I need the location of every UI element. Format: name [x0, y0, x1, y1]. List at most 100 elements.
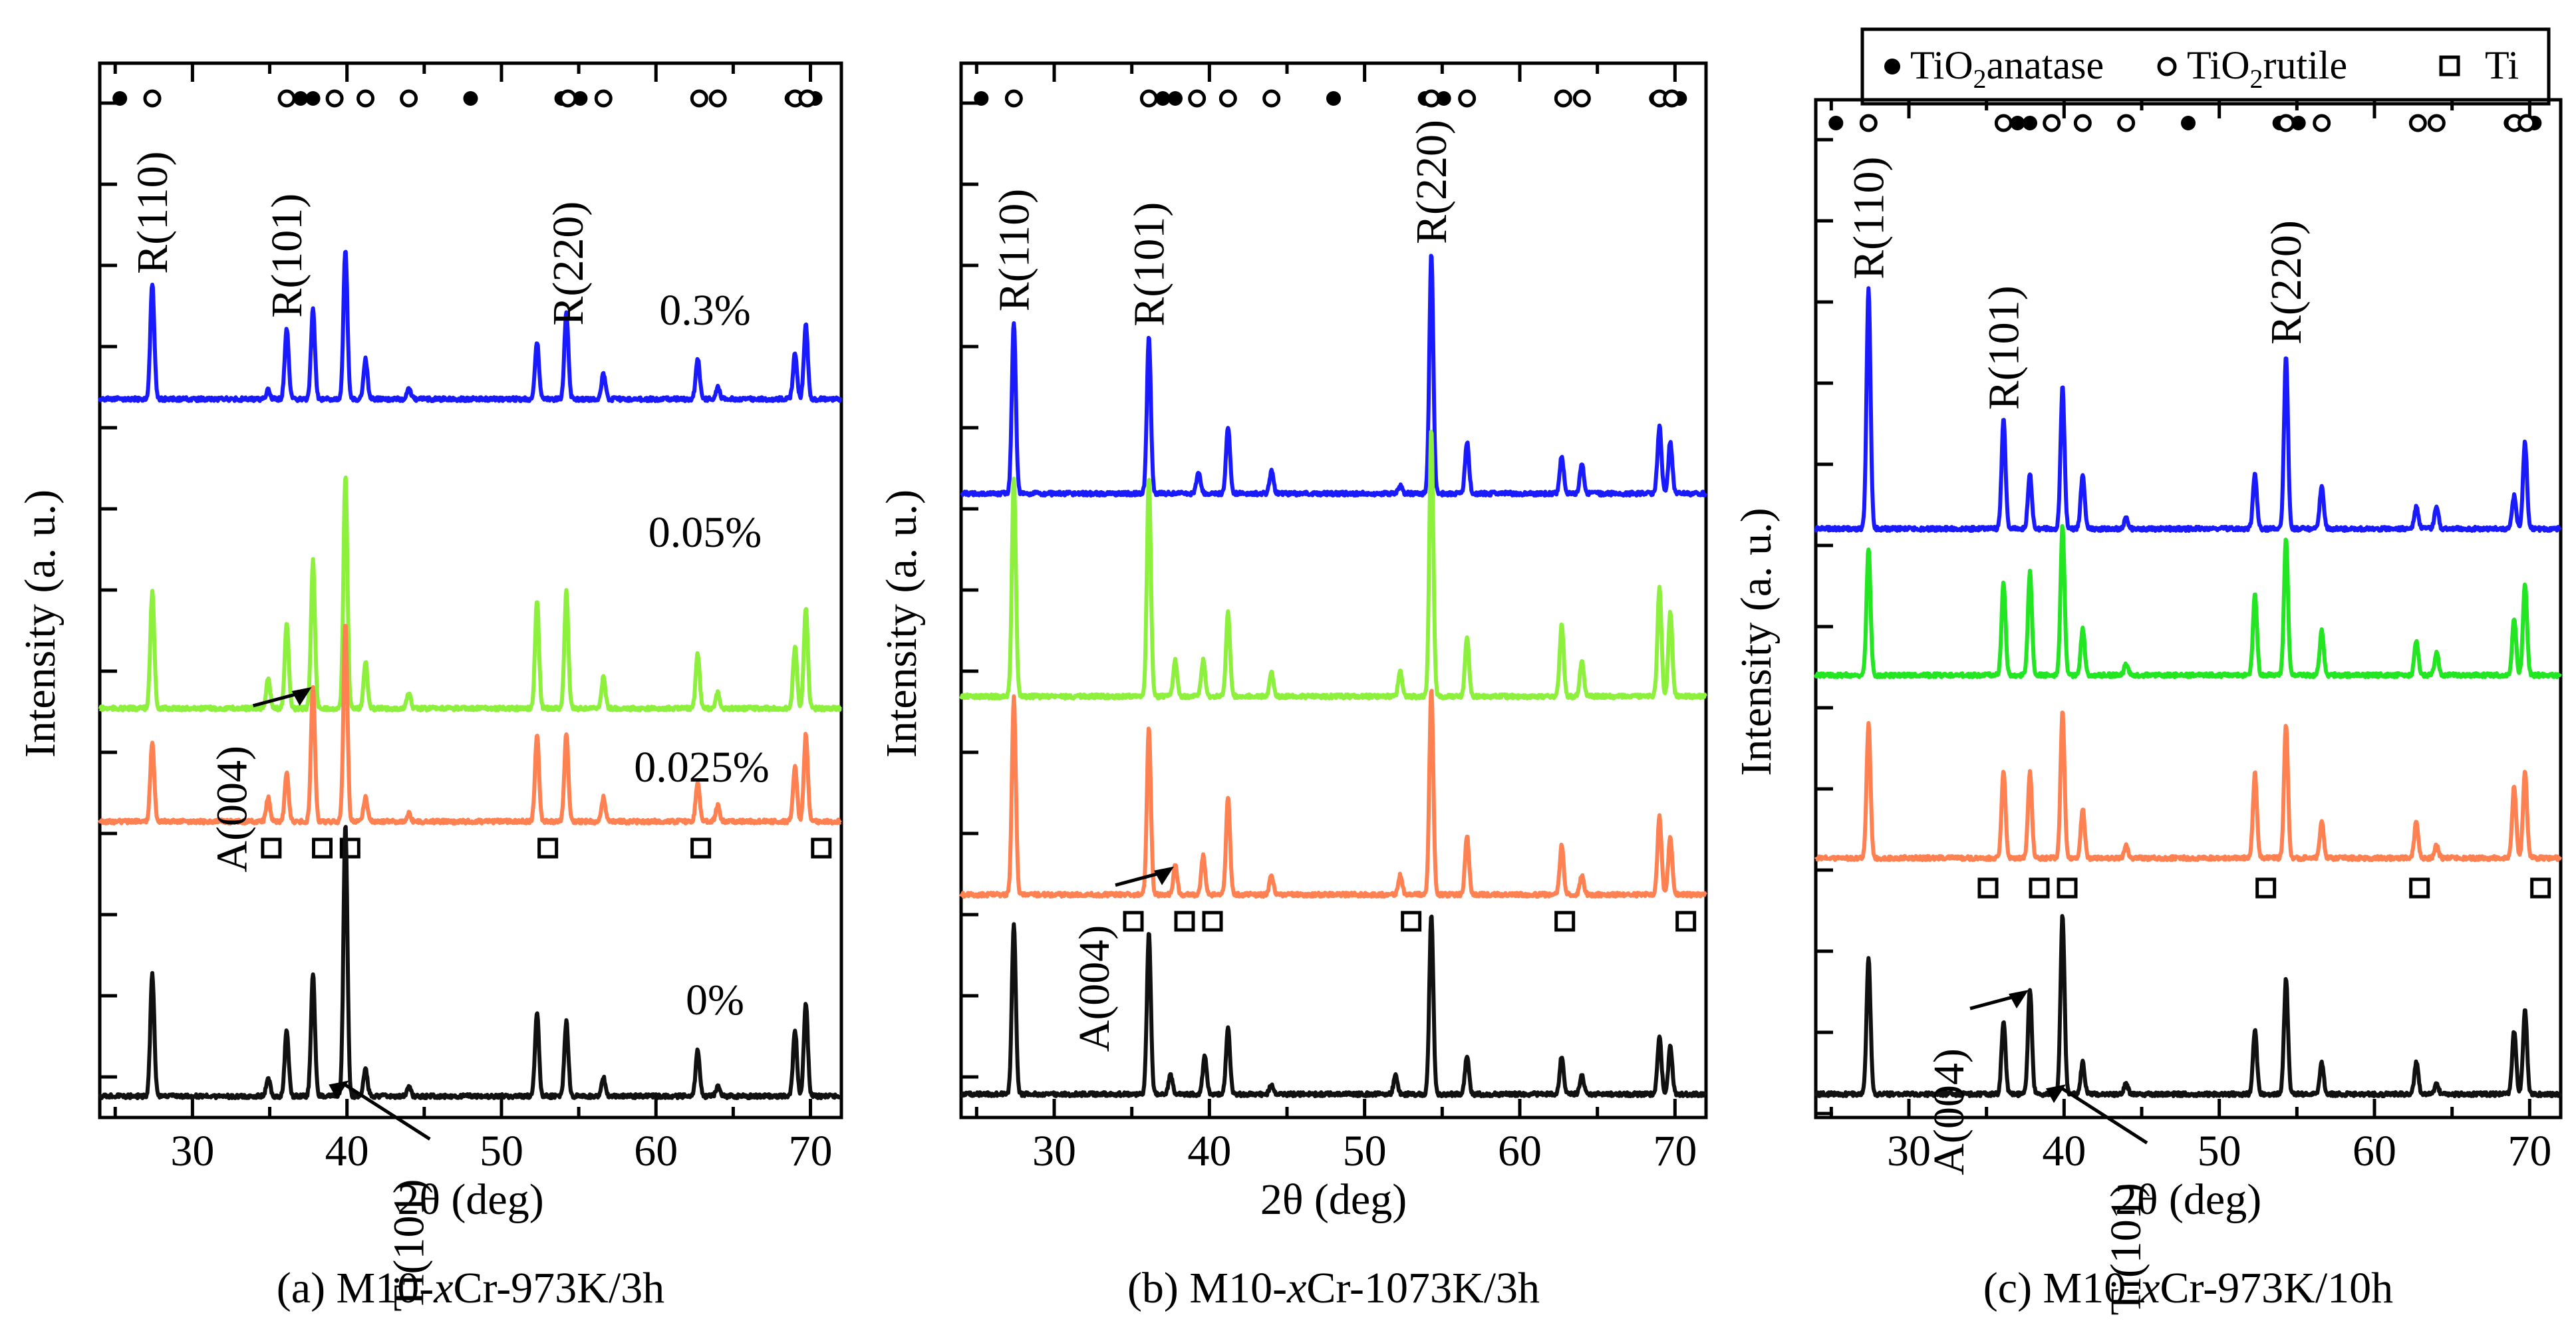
peak-label: R(101) [1125, 202, 1173, 327]
rutile-marker [1188, 89, 1207, 108]
y-axis-label: Intensity (a. u.) [1732, 508, 1781, 776]
chart-panel-3: 30 40 50 60 70 2θ (deg) Intensity (a. u.) (c) M… [1732, 98, 2563, 1316]
x-tick-label: 30 [170, 1127, 214, 1175]
series-line [959, 688, 1707, 899]
rutile-marker [2313, 114, 2331, 132]
series-line [98, 825, 843, 1100]
ti-marker [2409, 877, 2430, 899]
x-axis-label: 2θ (deg) [397, 1175, 543, 1224]
plot-frame [98, 61, 843, 1119]
annotation-arrowhead [329, 1080, 349, 1100]
anatase-marker [2010, 116, 2025, 130]
rutile-marker [357, 89, 375, 108]
annotation-label: Ti(101) [384, 1179, 433, 1312]
series-line [959, 914, 1707, 1098]
series-line [98, 475, 843, 712]
rutile-marker [708, 89, 727, 108]
plot-frame [1814, 98, 2563, 1119]
series-label: 0.3% [659, 286, 750, 335]
annotation-label: A(004) [208, 746, 257, 873]
legend: TiO2anatase TiO2rutile Ti [1860, 27, 2551, 106]
rutile-marker [690, 89, 708, 108]
anatase-marker [1828, 116, 1844, 130]
x-tick-label: 30 [1032, 1127, 1076, 1175]
ti-marker [1123, 911, 1144, 932]
ti-marker [1401, 911, 1422, 932]
series-line [959, 430, 1707, 700]
anatase-marker [463, 91, 478, 106]
anatase-marker [1168, 91, 1183, 106]
annotation-arrow [343, 1083, 431, 1141]
ti-marker [261, 837, 282, 859]
rutile-marker [2117, 114, 2136, 132]
x-tick-label: 60 [2353, 1127, 2396, 1175]
legend-ti-label: Ti [2485, 43, 2519, 87]
y-axis-label: Intensity (a. u.) [877, 490, 926, 758]
anatase-marker [974, 91, 989, 106]
x-tick-label: 60 [1498, 1127, 1542, 1175]
legend-ti-marker [2439, 55, 2460, 76]
anatase-marker [1436, 91, 1451, 106]
series-line [98, 249, 843, 403]
peak-label: R(101) [263, 194, 311, 318]
series-label: 0% [686, 976, 744, 1024]
chart-panel-2: 30 40 50 60 70 2θ (deg) Intensity (a. u.) (b) M… [877, 61, 1708, 1312]
rutile-marker [594, 89, 613, 108]
x-tick-label: 50 [480, 1127, 523, 1175]
series-line [1814, 286, 2562, 533]
rutile-marker [143, 89, 162, 108]
annotation-arrowhead [2009, 990, 2029, 1009]
legend-anatase-label: TiO2anatase [1910, 43, 2104, 94]
anatase-marker [112, 91, 128, 106]
panels: 30 40 50 60 70 2θ (deg) Intensity (a. u.) (a) M… [16, 61, 2563, 1316]
annotation-label: A(004) [1070, 925, 1119, 1052]
rutile-marker [1458, 89, 1477, 108]
x-tick-label: 30 [1887, 1127, 1931, 1175]
x-axis-label: 2θ (deg) [2115, 1175, 2261, 1224]
ti-marker [537, 837, 559, 859]
panel-caption: (a) M10-xCr-973K/3h [277, 1264, 664, 1312]
ti-marker [1174, 911, 1195, 932]
rutile-marker [325, 89, 344, 108]
x-axis-label: 2θ (deg) [1260, 1175, 1407, 1224]
anatase-marker [2181, 116, 2196, 130]
series-label: 0.05% [648, 508, 762, 557]
panel-caption: (b) M10-xCr-1073K/3h [1127, 1264, 1540, 1312]
ti-marker [312, 837, 333, 859]
rutile-marker [1139, 89, 1158, 108]
chart-panel-1: 30 40 50 60 70 2θ (deg) Intensity (a. u.) (a) M… [16, 61, 843, 1312]
rutile-marker [559, 89, 577, 108]
series-line [959, 253, 1707, 498]
x-tick-label: 50 [2198, 1127, 2241, 1175]
x-tick-label: 40 [2042, 1127, 2086, 1175]
series-line [1814, 914, 2562, 1098]
legend-anatase-marker [1884, 59, 1900, 74]
peak-label: R(220) [1407, 120, 1456, 244]
anatase-marker [1326, 91, 1341, 106]
ti-marker [1675, 911, 1697, 932]
series-label: 0.025% [634, 743, 769, 792]
y-axis-label: Intensity (a. u.) [16, 490, 65, 758]
ti-marker [690, 837, 712, 859]
peak-label: R(101) [1979, 285, 2028, 410]
ti-marker [2530, 877, 2551, 899]
x-tick-label: 40 [325, 1127, 369, 1175]
rutile-marker [1218, 89, 1237, 108]
anatase-marker [305, 91, 321, 106]
annotation-arrowhead [1154, 866, 1174, 885]
rutile-marker [1262, 89, 1281, 108]
annotation-label: A(004) [1925, 1048, 1973, 1175]
x-tick-label: 70 [789, 1127, 833, 1175]
ti-marker [811, 837, 832, 859]
rutile-marker [400, 89, 418, 108]
anatase-marker [1155, 91, 1171, 106]
anatase-marker [573, 91, 588, 106]
rutile-marker [1572, 89, 1591, 108]
rutile-marker [2043, 114, 2061, 132]
peak-label: R(110) [990, 189, 1038, 312]
peak-label: R(110) [128, 151, 177, 274]
ti-marker [1554, 911, 1576, 932]
ti-marker [2029, 877, 2050, 899]
anatase-marker [2023, 116, 2037, 130]
